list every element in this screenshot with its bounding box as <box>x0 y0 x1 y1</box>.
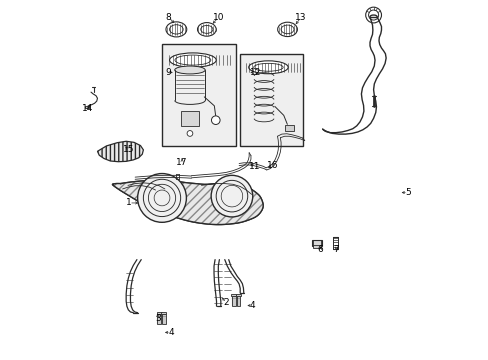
Bar <box>161 312 166 314</box>
Text: 14: 14 <box>82 104 93 113</box>
Text: 17: 17 <box>176 158 187 167</box>
Ellipse shape <box>174 66 205 74</box>
Polygon shape <box>97 141 143 162</box>
Bar <box>162 44 235 146</box>
Circle shape <box>211 116 220 125</box>
Polygon shape <box>112 181 263 225</box>
Ellipse shape <box>169 53 216 67</box>
Bar <box>85 106 89 108</box>
Text: 8: 8 <box>165 13 171 22</box>
Ellipse shape <box>277 22 297 37</box>
Text: 9: 9 <box>165 68 171 77</box>
Circle shape <box>221 185 242 207</box>
Bar <box>157 314 161 324</box>
Text: 4: 4 <box>168 328 173 337</box>
Bar <box>235 294 241 296</box>
Bar <box>240 54 303 146</box>
Ellipse shape <box>197 23 216 36</box>
Circle shape <box>211 175 252 217</box>
Text: 7: 7 <box>333 246 339 255</box>
Bar <box>231 296 235 306</box>
Circle shape <box>148 184 175 212</box>
Circle shape <box>216 180 247 212</box>
Text: 5: 5 <box>405 188 410 197</box>
Bar <box>313 245 320 248</box>
Ellipse shape <box>248 61 287 74</box>
Polygon shape <box>112 181 263 225</box>
Bar <box>231 294 236 296</box>
Text: 3: 3 <box>155 314 160 323</box>
Text: 6: 6 <box>317 246 323 255</box>
Text: 4: 4 <box>249 301 255 310</box>
Bar <box>311 240 321 246</box>
Circle shape <box>154 190 169 206</box>
Text: 11: 11 <box>248 162 260 171</box>
Text: 13: 13 <box>295 13 306 22</box>
Text: 16: 16 <box>266 161 278 170</box>
Bar <box>285 125 293 131</box>
Bar <box>181 111 199 126</box>
Text: 2: 2 <box>224 298 229 307</box>
Circle shape <box>137 174 186 222</box>
Text: 10: 10 <box>212 13 224 22</box>
Circle shape <box>187 131 192 136</box>
Text: 15: 15 <box>123 145 135 154</box>
Bar <box>156 312 162 314</box>
Bar <box>162 314 165 324</box>
Text: 12: 12 <box>249 68 261 77</box>
Circle shape <box>143 179 180 217</box>
Text: 1: 1 <box>126 198 132 207</box>
Bar <box>236 296 240 306</box>
Ellipse shape <box>165 22 186 37</box>
